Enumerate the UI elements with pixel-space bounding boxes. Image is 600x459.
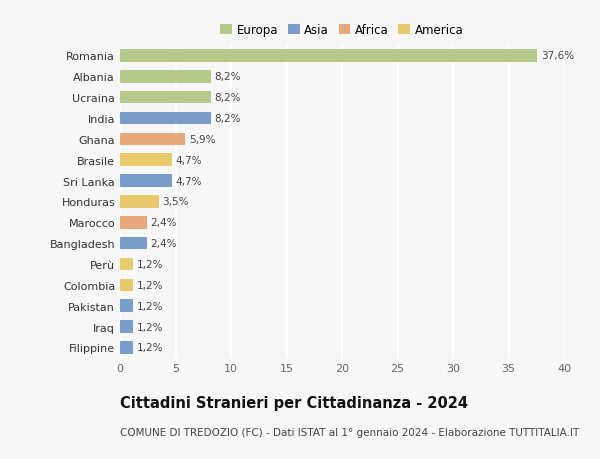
Text: 1,2%: 1,2% xyxy=(137,301,163,311)
Bar xyxy=(120,112,211,125)
Text: 8,2%: 8,2% xyxy=(214,114,241,124)
Bar xyxy=(120,92,211,104)
Text: 1,2%: 1,2% xyxy=(137,259,163,269)
Text: 1,2%: 1,2% xyxy=(137,342,163,353)
Text: 1,2%: 1,2% xyxy=(137,322,163,332)
Legend: Europa, Asia, Africa, America: Europa, Asia, Africa, America xyxy=(220,24,464,37)
Text: 4,7%: 4,7% xyxy=(176,155,202,165)
Bar xyxy=(120,217,146,229)
Text: 2,4%: 2,4% xyxy=(150,218,176,228)
Text: Cittadini Stranieri per Cittadinanza - 2024: Cittadini Stranieri per Cittadinanza - 2… xyxy=(120,395,468,410)
Text: 3,5%: 3,5% xyxy=(162,197,188,207)
Bar xyxy=(120,175,172,187)
Text: 1,2%: 1,2% xyxy=(137,280,163,290)
Bar xyxy=(120,279,133,291)
Bar xyxy=(120,71,211,84)
Text: 2,4%: 2,4% xyxy=(150,239,176,249)
Bar xyxy=(120,154,172,167)
Text: COMUNE DI TREDOZIO (FC) - Dati ISTAT al 1° gennaio 2024 - Elaborazione TUTTITALI: COMUNE DI TREDOZIO (FC) - Dati ISTAT al … xyxy=(120,427,579,437)
Bar xyxy=(120,300,133,312)
Bar xyxy=(120,258,133,271)
Bar xyxy=(120,133,185,146)
Bar xyxy=(120,196,159,208)
Bar xyxy=(120,341,133,354)
Text: 4,7%: 4,7% xyxy=(176,176,202,186)
Bar xyxy=(120,50,538,62)
Text: 8,2%: 8,2% xyxy=(214,72,241,82)
Text: 5,9%: 5,9% xyxy=(189,134,215,145)
Bar xyxy=(120,320,133,333)
Text: 8,2%: 8,2% xyxy=(214,93,241,103)
Text: 37,6%: 37,6% xyxy=(541,51,574,62)
Bar xyxy=(120,237,146,250)
